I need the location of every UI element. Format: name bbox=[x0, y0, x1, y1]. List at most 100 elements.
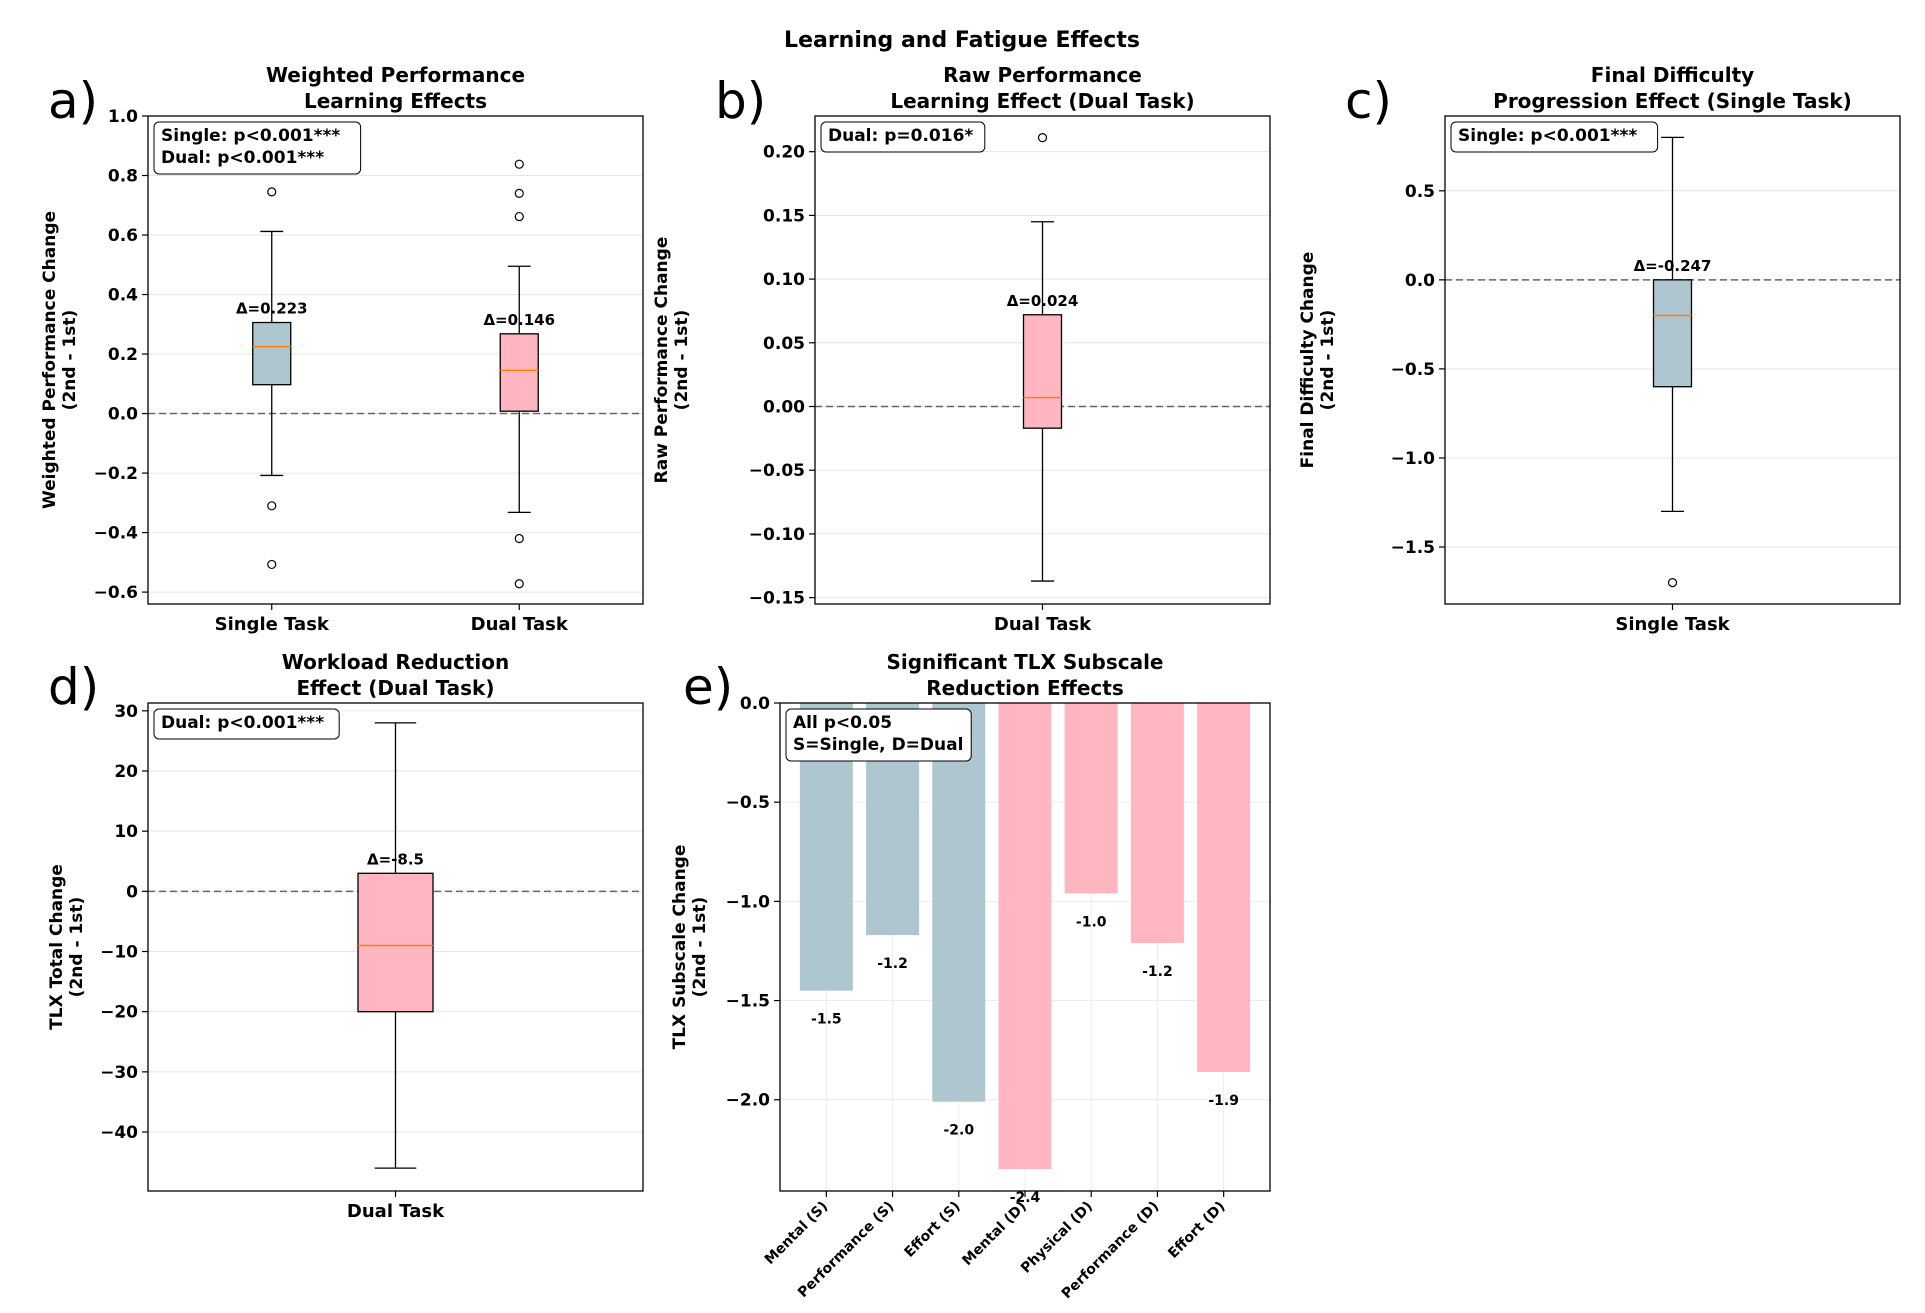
figure-title: Learning and Fatigue Effects bbox=[784, 28, 1140, 53]
p1-outlier-point bbox=[514, 579, 524, 589]
p2-ytick-label: 0.10 bbox=[763, 270, 805, 290]
p5-bar bbox=[1197, 703, 1251, 1072]
p2-ylabel-line: Raw Performance Change bbox=[652, 237, 672, 484]
p4-ytick-label: −10 bbox=[100, 943, 138, 963]
p1-box bbox=[499, 333, 539, 412]
p1-delta-label: Δ=0.223 bbox=[236, 300, 308, 318]
p1-ytick-label: −0.2 bbox=[94, 464, 138, 484]
p3-ytick-label: 0.5 bbox=[1405, 182, 1435, 202]
p2-ytick-label: 0.15 bbox=[763, 206, 805, 226]
p1-title-line: Weighted Performance bbox=[266, 63, 525, 87]
p5-bar-value-label: -1.0 bbox=[1076, 914, 1107, 930]
p5-bar bbox=[1064, 703, 1118, 894]
p5-xtick-label: Mental (D) bbox=[959, 1199, 1029, 1269]
p1-ytick-label: 0.4 bbox=[108, 286, 138, 306]
p1-outlier-point bbox=[514, 188, 524, 198]
p5-bar-value-label: -1.2 bbox=[877, 956, 908, 972]
p1-title-line: Learning Effects bbox=[304, 89, 487, 113]
p5-axes-frame bbox=[779, 702, 1271, 1192]
p5-ylabel-line: TLX Subscale Change bbox=[670, 845, 690, 1050]
p2-ytick-label: −0.15 bbox=[749, 589, 805, 609]
p3-axes-frame bbox=[1444, 115, 1901, 605]
p1-xtick-label: Single Task bbox=[215, 614, 330, 635]
p1-panel-letter: a) bbox=[48, 72, 98, 130]
p5-xtick-label: Mental (S) bbox=[762, 1199, 831, 1268]
p1-outlier-point bbox=[267, 187, 277, 197]
p2-axes-frame bbox=[814, 115, 1271, 605]
p3-ytick-label: −0.5 bbox=[1391, 360, 1435, 380]
p1-ytick-label: 0.0 bbox=[108, 405, 138, 425]
p1-ytick-label: −0.4 bbox=[94, 524, 139, 544]
p2-title-line: Raw Performance bbox=[943, 63, 1142, 87]
p2-xtick-label: Dual Task bbox=[994, 614, 1092, 635]
p2-annotation-box bbox=[820, 121, 986, 153]
p5-bar-value-label: -1.2 bbox=[1142, 964, 1173, 980]
p1-ytick-label: 0.8 bbox=[108, 167, 138, 187]
p5-bar bbox=[932, 703, 986, 1102]
p5-title-line: Reduction Effects bbox=[926, 676, 1123, 700]
p3-ytick-label: −1.5 bbox=[1391, 538, 1435, 558]
p4-ytick-label: −20 bbox=[100, 1003, 138, 1023]
p1-ytick-label: −0.6 bbox=[94, 583, 138, 603]
p5-annotation-line: All p<0.05 bbox=[793, 713, 892, 733]
p2-ytick-label: −0.05 bbox=[749, 461, 805, 481]
p4-annotation-box bbox=[153, 708, 340, 740]
p3-box bbox=[1652, 279, 1693, 388]
p5-panel-letter: e) bbox=[683, 658, 733, 716]
p5-annotation-box bbox=[785, 708, 972, 762]
p5-bar-value-label: -2.0 bbox=[943, 1123, 974, 1139]
p4-ytick-label: 0 bbox=[126, 882, 138, 902]
p3-panel-letter: c) bbox=[1345, 72, 1392, 130]
p5-ytick-label: 0.0 bbox=[740, 694, 770, 714]
p1-axes-frame bbox=[147, 115, 644, 605]
p3-ylabel-line: (2nd - 1st) bbox=[1318, 310, 1338, 411]
p1-ytick-label: 0.6 bbox=[108, 226, 138, 246]
p5-ytick-label: −0.5 bbox=[726, 793, 770, 813]
p2-panel-letter: b) bbox=[715, 72, 766, 130]
p1-ytick-label: 0.2 bbox=[108, 345, 138, 365]
p1-annotation-box bbox=[153, 121, 362, 175]
p4-delta-label: Δ=-8.5 bbox=[367, 850, 424, 868]
p1-annotation-line: Dual: p<0.001*** bbox=[161, 148, 324, 168]
p5-annotation-line: S=Single, D=Dual bbox=[793, 735, 963, 755]
p4-ytick-label: 20 bbox=[114, 762, 138, 782]
p5-bar-value-label: -2.4 bbox=[1010, 1190, 1041, 1206]
p1-outlier-point bbox=[267, 559, 277, 570]
p5-bar-value-label: -1.5 bbox=[811, 1012, 842, 1028]
p5-bar bbox=[998, 703, 1052, 1170]
p5-xtick-label: Effort (S) bbox=[901, 1199, 963, 1261]
p1-outlier-point bbox=[267, 501, 277, 511]
p4-ytick-label: 10 bbox=[114, 822, 138, 842]
p4-panel-letter: d) bbox=[48, 658, 99, 716]
p3-ytick-label: −1.0 bbox=[1391, 449, 1436, 469]
p1-ytick-label: 1.0 bbox=[108, 107, 138, 127]
p2-ytick-label: 0.00 bbox=[763, 398, 805, 418]
p2-delta-label: Δ=0.024 bbox=[1007, 292, 1079, 310]
p2-title-line: Learning Effect (Dual Task) bbox=[890, 89, 1194, 113]
p1-outlier-point bbox=[514, 159, 524, 169]
p4-axes-frame bbox=[147, 702, 644, 1192]
p1-ylabel-line: Weighted Performance Change bbox=[40, 211, 60, 509]
p1-ylabel-line: (2nd - 1st) bbox=[60, 310, 80, 411]
p3-title-line: Final Difficulty bbox=[1591, 63, 1754, 87]
p2-ytick-label: −0.10 bbox=[749, 525, 805, 545]
p4-box bbox=[357, 872, 434, 1013]
p5-ytick-label: −1.5 bbox=[726, 992, 770, 1012]
p2-ytick-label: 0.05 bbox=[763, 334, 805, 354]
p1-xtick-label: Dual Task bbox=[471, 614, 569, 635]
p1-annotation-line: Single: p<0.001*** bbox=[161, 126, 340, 146]
p4-ylabel-line: (2nd - 1st) bbox=[67, 897, 87, 998]
p3-title-line: Progression Effect (Single Task) bbox=[1493, 89, 1852, 113]
p2-box bbox=[1022, 314, 1063, 429]
p4-ytick-label: −40 bbox=[100, 1123, 138, 1143]
p5-ytick-label: −2.0 bbox=[726, 1091, 771, 1111]
p3-delta-label: Δ=-0.247 bbox=[1634, 257, 1712, 275]
p5-xtick-label: Effort (D) bbox=[1165, 1199, 1228, 1262]
p3-xtick-label: Single Task bbox=[1615, 614, 1730, 635]
p4-title-line: Workload Reduction bbox=[282, 650, 509, 674]
p2-ytick-label: 0.20 bbox=[763, 143, 805, 163]
p5-bar bbox=[1130, 703, 1184, 944]
p3-outlier-point bbox=[1667, 578, 1678, 588]
p1-outlier-point bbox=[514, 211, 524, 222]
p3-ytick-label: 0.0 bbox=[1405, 271, 1435, 291]
